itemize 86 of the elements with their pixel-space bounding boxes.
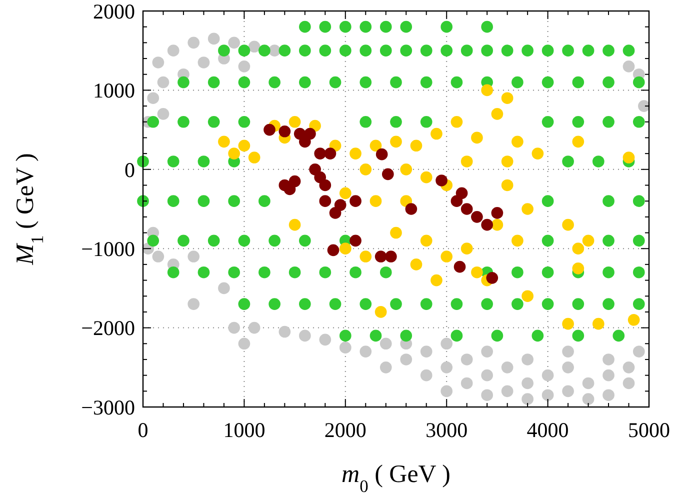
point	[481, 84, 493, 96]
point	[390, 226, 402, 239]
point	[460, 203, 473, 215]
point	[382, 168, 394, 180]
point	[430, 274, 442, 286]
point	[376, 148, 388, 160]
point	[491, 108, 504, 120]
point	[450, 116, 463, 128]
point	[420, 234, 432, 247]
point	[314, 148, 326, 160]
point	[288, 175, 301, 188]
point	[522, 290, 534, 302]
point	[628, 314, 640, 326]
x-tick-label: 2000	[324, 418, 366, 442]
y-tick-label: −2000	[81, 316, 135, 340]
point	[471, 211, 483, 223]
point	[238, 140, 250, 152]
point	[582, 234, 594, 247]
point	[264, 124, 276, 136]
point	[501, 92, 514, 104]
point	[390, 136, 402, 148]
point	[218, 136, 230, 148]
point	[512, 136, 524, 148]
point	[486, 272, 498, 284]
point	[572, 242, 584, 255]
point	[622, 152, 635, 164]
point	[299, 136, 311, 148]
point	[572, 136, 584, 148]
point	[532, 148, 544, 160]
y-tick-label: 2000	[93, 0, 135, 24]
point	[329, 207, 342, 219]
y-tick-label: −1000	[81, 236, 135, 261]
point	[420, 171, 432, 184]
point	[248, 152, 260, 164]
y-tick-label: 0	[124, 158, 135, 182]
x-tick-label: 5000	[628, 418, 670, 442]
point	[471, 132, 483, 144]
point	[360, 163, 372, 176]
x-tick-label: 4000	[526, 418, 569, 442]
point	[228, 148, 240, 160]
y-tick-label: 1000	[93, 78, 135, 103]
point	[410, 140, 422, 152]
point	[374, 306, 387, 318]
point	[491, 207, 504, 219]
point	[410, 258, 422, 270]
point	[370, 195, 382, 207]
point	[327, 244, 340, 256]
point	[288, 218, 301, 231]
point	[491, 218, 504, 231]
x-tick-label: 1000	[223, 418, 266, 442]
point	[370, 140, 382, 152]
point	[562, 218, 574, 231]
point	[481, 218, 493, 231]
point	[430, 128, 442, 140]
point	[436, 174, 448, 186]
point	[319, 195, 332, 207]
point	[350, 234, 362, 247]
point	[339, 242, 352, 255]
point	[512, 234, 524, 247]
point	[471, 266, 483, 278]
x-tick-label: 3000	[426, 418, 468, 442]
y-tick-label: −3000	[81, 395, 135, 420]
point	[350, 148, 362, 160]
point	[562, 318, 574, 330]
point	[501, 156, 514, 168]
point	[374, 250, 387, 262]
point	[360, 250, 372, 262]
point	[460, 156, 473, 168]
point	[350, 195, 362, 207]
point	[405, 203, 418, 215]
x-axis-title: m$_{0}$ ( GeV )	[342, 461, 450, 496]
point	[522, 203, 534, 215]
point	[288, 116, 301, 128]
point	[319, 179, 332, 192]
point	[572, 262, 584, 274]
point	[454, 260, 466, 273]
point	[460, 242, 473, 255]
point	[440, 250, 453, 262]
point	[324, 148, 336, 160]
point	[400, 163, 412, 176]
point	[385, 250, 397, 262]
point	[278, 125, 291, 138]
point	[501, 179, 514, 192]
point	[339, 187, 352, 200]
point	[456, 187, 468, 200]
point	[592, 318, 604, 330]
